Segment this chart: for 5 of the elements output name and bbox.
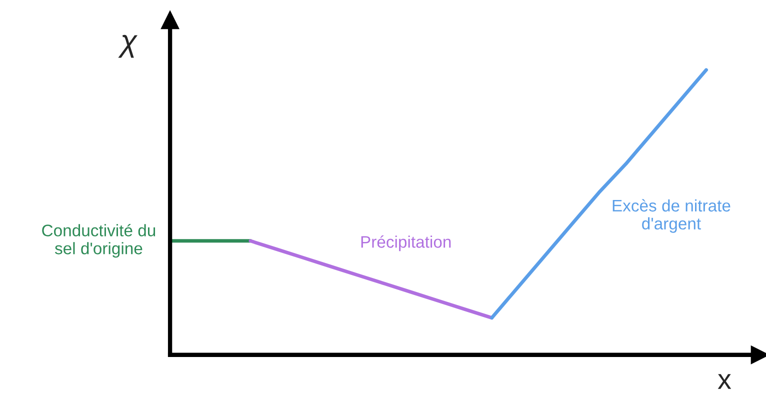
y-axis-title: χ [118, 34, 138, 58]
x-axis-title: x [718, 374, 732, 389]
series-label: Précipitation [361, 235, 451, 252]
series-label: Excès de nitrate d'argent [612, 199, 730, 233]
series-label: Conductivité du sel d'origine [42, 224, 156, 258]
